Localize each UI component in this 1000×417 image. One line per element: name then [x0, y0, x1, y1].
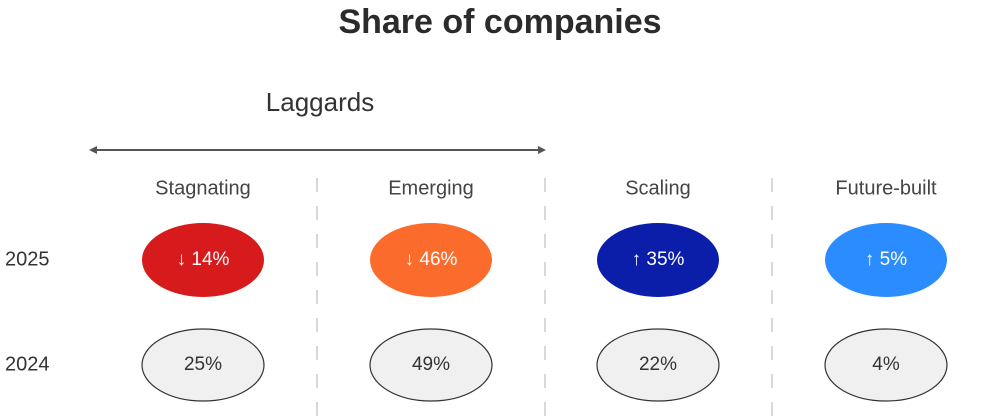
table: Stagnating Emerging Scaling Future-built 202…	[5, 177, 948, 402]
cell-ellipse	[824, 328, 948, 402]
cell: ↑ 35%	[597, 223, 719, 297]
row-label: 2025	[5, 248, 50, 270]
cell: ↓ 46%	[370, 223, 492, 297]
cell-ellipse	[141, 328, 265, 402]
bracket-end	[538, 146, 546, 154]
column-header: Scaling	[625, 177, 691, 199]
cell-value: ↑ 5%	[865, 249, 907, 270]
row-label: 2024	[5, 353, 50, 375]
cell-value: 4%	[872, 354, 900, 375]
title: Share of companies	[338, 3, 661, 41]
cell-value: 22%	[639, 354, 677, 375]
cell-value: 25%	[184, 354, 222, 375]
cell: ↓ 14%	[142, 223, 264, 297]
column-header: Emerging	[388, 177, 474, 199]
cell: 49%	[369, 328, 493, 402]
cell-value: ↓ 14%	[177, 249, 230, 270]
column-header: Stagnating	[155, 177, 251, 199]
column-header: Future-built	[835, 177, 937, 199]
cell-value: ↓ 46%	[405, 249, 458, 270]
cell-value: 49%	[412, 354, 450, 375]
cell-ellipse	[825, 223, 947, 297]
cell-ellipse	[597, 223, 719, 297]
cell-ellipse	[142, 223, 264, 297]
cell-ellipse	[370, 223, 492, 297]
cell: ↑ 5%	[825, 223, 947, 297]
group-label: Laggards	[266, 87, 374, 117]
cell: 4%	[824, 328, 948, 402]
cell-ellipse	[596, 328, 720, 402]
cell-ellipse	[369, 328, 493, 402]
bracket-end	[89, 146, 97, 154]
cell: 22%	[596, 328, 720, 402]
cell: 25%	[141, 328, 265, 402]
cell-value: ↑ 35%	[632, 249, 685, 270]
